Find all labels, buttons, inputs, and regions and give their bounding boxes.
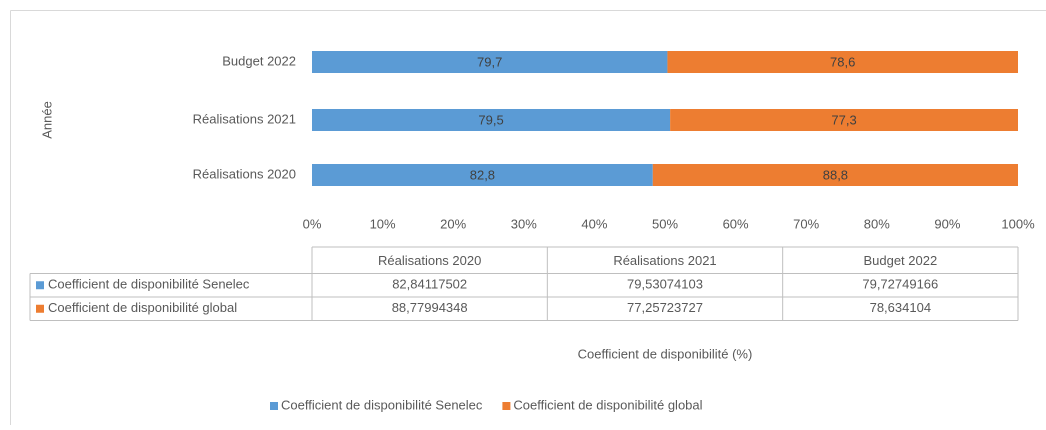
x-tick-label: 50% — [652, 216, 678, 231]
x-tick-label: 80% — [864, 216, 890, 231]
bar-segment — [667, 51, 1018, 73]
data-label: 88,8 — [823, 167, 848, 182]
x-tick-label: 20% — [440, 216, 466, 231]
data-label: 82,8 — [470, 167, 495, 182]
legend-key — [270, 402, 278, 410]
x-tick-label: 10% — [370, 216, 396, 231]
x-tick-label: 100% — [1001, 216, 1035, 231]
table-header: Réalisations 2021 — [613, 253, 716, 268]
table-cell: 79,72749166 — [862, 277, 938, 292]
x-axis-title: Coefficient de disponibilité (%) — [578, 346, 753, 361]
table-cell: 79,53074103 — [627, 277, 703, 292]
legend-label: Coefficient de disponibilité global — [513, 397, 702, 412]
bar-segment — [670, 109, 1018, 131]
table-header: Budget 2022 — [863, 253, 937, 268]
x-tick-label: 60% — [723, 216, 749, 231]
x-tick-label: 0% — [303, 216, 322, 231]
table-row-label: Coefficient de disponibilité Senelec — [48, 277, 250, 292]
bar-segment — [312, 164, 653, 186]
table-row-label: Coefficient de disponibilité global — [48, 300, 237, 315]
y-tick-label: Réalisations 2020 — [193, 166, 296, 181]
y-axis-title: Année — [39, 101, 54, 139]
table-cell: 78,634104 — [870, 300, 931, 315]
table-legend-key — [36, 304, 44, 313]
table-cell: 77,25723727 — [627, 300, 703, 315]
x-tick-label: 40% — [581, 216, 607, 231]
bar-segment — [312, 51, 668, 73]
table-cell: 88,77994348 — [392, 300, 468, 315]
legend-label: Coefficient de disponibilité Senelec — [281, 397, 483, 412]
bar-segment — [652, 164, 1018, 186]
y-tick-label: Budget 2022 — [222, 53, 296, 68]
table-header: Réalisations 2020 — [378, 253, 481, 268]
data-label: 79,5 — [478, 112, 503, 127]
table-cell: 82,84117502 — [392, 277, 467, 292]
x-tick-label: 30% — [511, 216, 537, 231]
x-tick-label: 70% — [793, 216, 819, 231]
data-label: 79,7 — [477, 54, 502, 69]
x-tick-label: 90% — [934, 216, 960, 231]
table-legend-key — [36, 281, 44, 290]
legend-key — [502, 402, 511, 410]
y-tick-label: Réalisations 2021 — [193, 111, 296, 126]
bar-segment — [312, 109, 671, 131]
data-label: 78,6 — [830, 54, 855, 69]
data-label: 77,3 — [831, 112, 856, 127]
